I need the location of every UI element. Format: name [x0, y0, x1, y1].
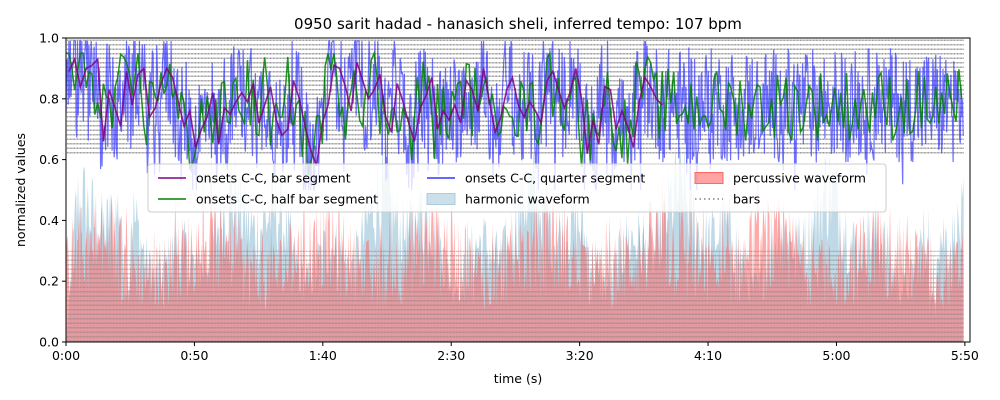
chart-title: 0950 sarit hadad - hanasich sheli, infer… — [294, 15, 742, 33]
plot-frame — [65, 37, 971, 343]
legend-label: harmonic waveform — [465, 192, 590, 207]
legend-label: percussive waveform — [733, 171, 866, 186]
x-axis: 0:00 0:50 1:40 2:30 3:20 4:10 5:00 5:50 — [52, 342, 979, 363]
bar-segment-line — [68, 56, 663, 166]
x-tick-label: 0:00 — [52, 348, 80, 363]
legend-swatch — [694, 172, 724, 184]
y-axis: 0.0 0.2 0.4 0.6 0.8 1.0 — [39, 31, 66, 350]
x-tick-label: 4:10 — [694, 348, 722, 363]
legend-label: onsets C-C, quarter segment — [465, 171, 645, 186]
y-axis-label: normalized values — [13, 133, 28, 247]
legend: onsets C-C, bar segment onsets C-C, half … — [147, 163, 887, 213]
legend-label: bars — [733, 192, 760, 207]
legend-swatch — [426, 193, 456, 205]
plot-area — [66, 38, 964, 342]
x-tick-label: 0:50 — [180, 348, 208, 363]
x-tick-label: 5:50 — [951, 348, 979, 363]
x-tick-label: 1:40 — [309, 348, 337, 363]
x-axis-label: time (s) — [494, 371, 542, 386]
legend-label: onsets C-C, half bar segment — [196, 192, 378, 207]
percussive-waveform-area — [66, 152, 964, 342]
legend-label: onsets C-C, bar segment — [196, 171, 351, 186]
y-tick-label: 0.8 — [39, 91, 59, 106]
y-tick-label: 0.2 — [39, 274, 59, 289]
y-tick-label: 1.0 — [39, 31, 59, 46]
y-tick-label: 0.4 — [39, 213, 59, 228]
x-tick-label: 5:00 — [822, 348, 850, 363]
x-tick-label: 3:20 — [566, 348, 594, 363]
y-tick-label: 0.6 — [39, 152, 59, 167]
x-tick-label: 2:30 — [437, 348, 465, 363]
half-bar-segment-line — [66, 50, 963, 175]
y-tick-label: 0.0 — [39, 335, 59, 350]
